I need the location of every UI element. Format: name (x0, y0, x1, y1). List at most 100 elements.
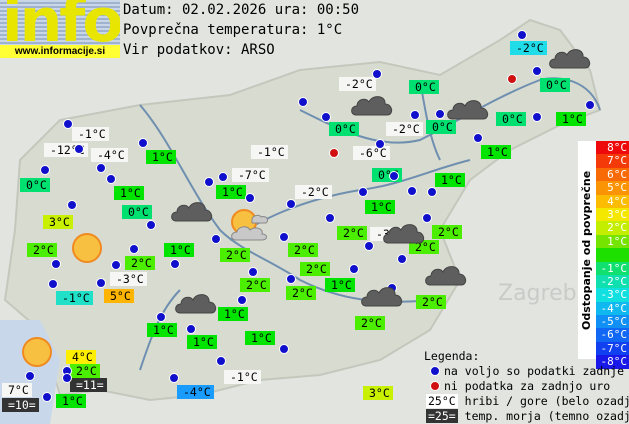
station-dot[interactable] (422, 213, 432, 223)
station-temperature-label: 0°C (122, 205, 152, 219)
station-dot[interactable] (248, 267, 258, 277)
station-dot[interactable] (63, 119, 73, 129)
station-dot[interactable] (279, 232, 289, 242)
logo-url[interactable]: www.informacije.si (0, 45, 120, 58)
station-dot[interactable] (48, 279, 58, 289)
station-temperature-label: 1°C (435, 173, 465, 187)
station-dot[interactable] (40, 165, 50, 175)
station-dot[interactable] (129, 244, 139, 254)
station-dot[interactable] (42, 392, 52, 402)
station-dot[interactable] (349, 264, 359, 274)
station-temperature-label: 2°C (337, 226, 367, 240)
scale-step: 1°C (596, 234, 629, 249)
cloud-icon (548, 45, 592, 69)
station-no-data-dot[interactable] (329, 148, 339, 158)
station-dot[interactable] (372, 69, 382, 79)
legend-sea-sample: =25= (426, 409, 458, 423)
station-dot[interactable] (237, 295, 247, 305)
legend-mountain-text: hribi / gore (belo ozadje) (464, 394, 629, 408)
station-dot[interactable] (74, 144, 84, 154)
station-dot[interactable] (321, 112, 331, 122)
station-dot[interactable] (216, 356, 226, 366)
partly-cloudy-icon (224, 206, 270, 242)
station-dot[interactable] (96, 163, 106, 173)
legend-sea: =25= temp. morja (temno ozadje) (426, 409, 629, 424)
station-dot[interactable] (286, 199, 296, 209)
legend-available: na voljo so podatki zadnje ure (430, 364, 629, 379)
station-temperature-label: -2°C (339, 77, 376, 91)
station-dot[interactable] (286, 274, 296, 284)
station-temperature-label: -2°C (295, 185, 332, 199)
station-dot[interactable] (473, 133, 483, 143)
station-dot[interactable] (358, 187, 368, 197)
station-dot[interactable] (96, 278, 106, 288)
station-dot[interactable] (245, 193, 255, 203)
station-dot[interactable] (427, 187, 437, 197)
sun-icon (72, 233, 102, 263)
station-dot[interactable] (106, 174, 116, 184)
city-label-zagreb: Zagreb (498, 281, 577, 306)
station-dot[interactable] (397, 254, 407, 264)
station-dot[interactable] (375, 139, 385, 149)
station-temperature-label: =11= (70, 378, 107, 392)
scale-title: Odstopanje od povprečne temperature: (578, 141, 611, 359)
station-temperature-label: 1°C (114, 186, 144, 200)
station-dot[interactable] (51, 259, 61, 269)
station-temperature-label: -1°C (56, 291, 93, 305)
sun-icon (22, 337, 52, 367)
station-dot[interactable] (111, 260, 121, 270)
logo[interactable]: info www.informacije.si (0, 0, 120, 58)
station-temperature-label: -4°C (91, 148, 128, 162)
station-dot[interactable] (62, 373, 72, 383)
station-temperature-label: -1°C (251, 145, 288, 159)
station-dot[interactable] (218, 172, 228, 182)
station-dot[interactable] (156, 312, 166, 322)
scale-step: 7°C (596, 154, 629, 168)
station-dot[interactable] (435, 109, 445, 119)
station-temperature-label: 2°C (300, 262, 330, 276)
station-dot[interactable] (389, 171, 399, 181)
station-temperature-label: 1°C (365, 200, 395, 214)
legend-no-data-text: ni podatka za zadnjo uro (444, 379, 611, 393)
station-dot[interactable] (211, 234, 221, 244)
legend-mountain: 25°C hribi / gore (belo ozadje) (426, 394, 629, 409)
station-dot[interactable] (169, 373, 179, 383)
station-dot[interactable] (279, 344, 289, 354)
scale-step: 6°C (596, 167, 629, 182)
station-dot[interactable] (585, 100, 595, 110)
station-temperature-label: 0°C (540, 78, 570, 92)
scale-step: -2°C (596, 274, 629, 289)
station-dot[interactable] (517, 30, 527, 40)
station-temperature-label: 1°C (216, 185, 246, 199)
station-dot[interactable] (25, 371, 35, 381)
station-dot[interactable] (204, 177, 214, 187)
station-temperature-label: -2°C (510, 41, 547, 55)
station-temperature-label: 5°C (104, 289, 134, 303)
date-line: Datum: 02.02.2026 ura: 00:50 (123, 2, 360, 18)
station-temperature-label: 0°C (20, 178, 50, 192)
station-dot[interactable] (364, 241, 374, 251)
station-dot-icon (430, 366, 440, 376)
station-temperature-label: 0°C (329, 122, 359, 136)
legend-sea-text: temp. morja (temno ozadje) (464, 409, 629, 423)
station-dot[interactable] (532, 66, 542, 76)
cloud-icon (360, 283, 404, 307)
station-temperature-label: 1°C (146, 150, 176, 164)
station-dot[interactable] (186, 324, 196, 334)
station-dot[interactable] (170, 259, 180, 269)
cloud-icon (170, 198, 214, 222)
station-no-data-dot[interactable] (507, 74, 517, 84)
station-dot[interactable] (138, 138, 148, 148)
station-temperature-label: 2°C (240, 278, 270, 292)
scale-step: 8°C (596, 141, 629, 155)
station-dot[interactable] (407, 186, 417, 196)
station-dot[interactable] (146, 220, 156, 230)
station-temperature-label: 1°C (481, 145, 511, 159)
station-dot[interactable] (325, 213, 335, 223)
scale-step: 4°C (596, 194, 629, 208)
station-dot[interactable] (410, 110, 420, 120)
station-dot[interactable] (67, 200, 77, 210)
station-temperature-label: 1°C (325, 278, 355, 292)
station-dot[interactable] (532, 112, 542, 122)
station-dot[interactable] (298, 97, 308, 107)
